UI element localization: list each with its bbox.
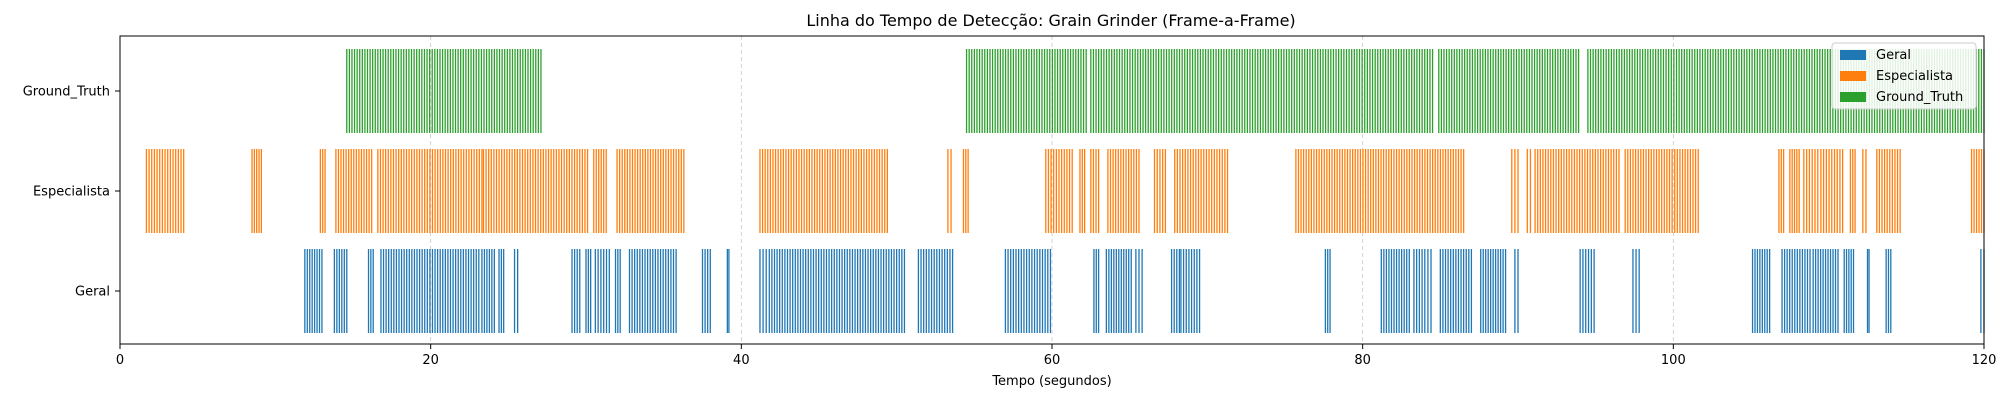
legend-swatch bbox=[1840, 71, 1866, 81]
event-segment bbox=[1427, 249, 1432, 333]
event-segment bbox=[962, 149, 969, 233]
event-segment bbox=[616, 149, 685, 233]
event-segment bbox=[1413, 249, 1426, 333]
event-segment bbox=[304, 249, 323, 333]
y-tick-label: Geral bbox=[75, 285, 110, 300]
event-segment bbox=[1885, 249, 1892, 333]
event-segment bbox=[1812, 249, 1839, 333]
x-tick-label: 100 bbox=[1661, 353, 1686, 368]
event-segment bbox=[1107, 149, 1140, 233]
y-tick-label: Ground_Truth bbox=[23, 85, 110, 100]
legend-swatch bbox=[1840, 92, 1866, 102]
event-segment bbox=[594, 249, 610, 333]
event-segment bbox=[593, 149, 607, 233]
event-segment bbox=[1511, 149, 1519, 233]
y-axis: Geral Especialista Ground_Truth bbox=[23, 85, 120, 300]
event-segment bbox=[1624, 149, 1699, 233]
legend-label: Geral bbox=[1876, 48, 1911, 63]
event-segment bbox=[1970, 149, 1985, 233]
event-segment bbox=[759, 149, 888, 233]
event-segment bbox=[1093, 249, 1100, 333]
event-segment bbox=[1135, 249, 1143, 333]
event-segment bbox=[367, 249, 374, 333]
event-segment bbox=[335, 149, 373, 233]
event-segment bbox=[947, 149, 952, 233]
event-segment bbox=[965, 49, 1087, 133]
x-tick-label: 80 bbox=[1354, 353, 1371, 368]
event-segment bbox=[614, 249, 621, 333]
event-segment bbox=[1079, 149, 1086, 233]
event-segment bbox=[1174, 149, 1229, 233]
event-segment bbox=[377, 149, 483, 233]
event-segment bbox=[380, 249, 480, 333]
x-tick-label: 60 bbox=[1044, 353, 1061, 368]
event-segment bbox=[1438, 49, 1580, 133]
event-segment bbox=[1480, 249, 1507, 333]
x-axis-label: Tempo (segundos) bbox=[991, 374, 1111, 389]
event-segment bbox=[319, 149, 326, 233]
event-segment bbox=[585, 249, 592, 333]
event-segment bbox=[498, 249, 505, 333]
event-segment bbox=[1789, 149, 1800, 233]
event-segment bbox=[1849, 149, 1856, 233]
event-segment bbox=[1439, 249, 1473, 333]
event-segment bbox=[1090, 49, 1434, 133]
legend-frame bbox=[1831, 42, 1977, 110]
event-segment bbox=[759, 249, 767, 333]
event-segment bbox=[1751, 249, 1771, 333]
event-segment bbox=[628, 249, 677, 333]
event-segment bbox=[1153, 149, 1167, 233]
event-segment bbox=[1778, 149, 1785, 233]
event-segment bbox=[571, 249, 581, 333]
event-segment bbox=[1781, 249, 1811, 333]
event-segment bbox=[1862, 149, 1867, 233]
event-segment bbox=[1380, 249, 1410, 333]
event-segment bbox=[481, 249, 496, 333]
event-segment bbox=[1090, 149, 1100, 233]
event-segment bbox=[1295, 149, 1465, 233]
event-segment bbox=[1526, 149, 1532, 233]
x-tick-label: 120 bbox=[1972, 353, 1997, 368]
event-segment bbox=[1004, 249, 1052, 333]
x-tick-label: 0 bbox=[116, 353, 124, 368]
event-segment bbox=[251, 149, 263, 233]
event-segment bbox=[1170, 249, 1181, 333]
event-segment bbox=[1866, 249, 1870, 333]
event-segment bbox=[1579, 249, 1595, 333]
event-segment bbox=[333, 249, 348, 333]
event-segment bbox=[1045, 149, 1073, 233]
y-tick-label: Especialista bbox=[33, 185, 110, 200]
x-tick-label: 20 bbox=[422, 353, 439, 368]
event-segment bbox=[1820, 149, 1844, 233]
event-segment bbox=[768, 249, 906, 333]
event-segment bbox=[1876, 149, 1901, 233]
legend-swatch bbox=[1840, 50, 1866, 60]
x-axis: 0 20 40 60 80 100 120 bbox=[116, 344, 1997, 368]
event-segment bbox=[145, 149, 185, 233]
event-segment bbox=[1843, 249, 1855, 333]
event-segment bbox=[917, 249, 954, 333]
legend-label: Ground_Truth bbox=[1876, 90, 1963, 105]
event-segment bbox=[1514, 249, 1519, 333]
event-segment bbox=[1105, 249, 1132, 333]
legend-label: Especialista bbox=[1876, 69, 1953, 84]
event-segment bbox=[1324, 249, 1331, 333]
event-segment bbox=[346, 49, 542, 133]
event-segment bbox=[726, 249, 730, 333]
x-tick-label: 40 bbox=[733, 353, 750, 368]
event-segment bbox=[482, 149, 589, 233]
event-segment bbox=[1534, 149, 1620, 233]
event-segment bbox=[1632, 249, 1640, 333]
event-segment bbox=[701, 249, 711, 333]
event-segment bbox=[513, 249, 519, 333]
event-segment bbox=[1180, 249, 1201, 333]
legend: Geral Especialista Ground_Truth bbox=[1831, 42, 1977, 110]
chart-title: Linha do Tempo de Detecção: Grain Grinde… bbox=[806, 11, 1295, 30]
event-bars bbox=[145, 49, 1985, 333]
event-segment bbox=[1803, 149, 1819, 233]
